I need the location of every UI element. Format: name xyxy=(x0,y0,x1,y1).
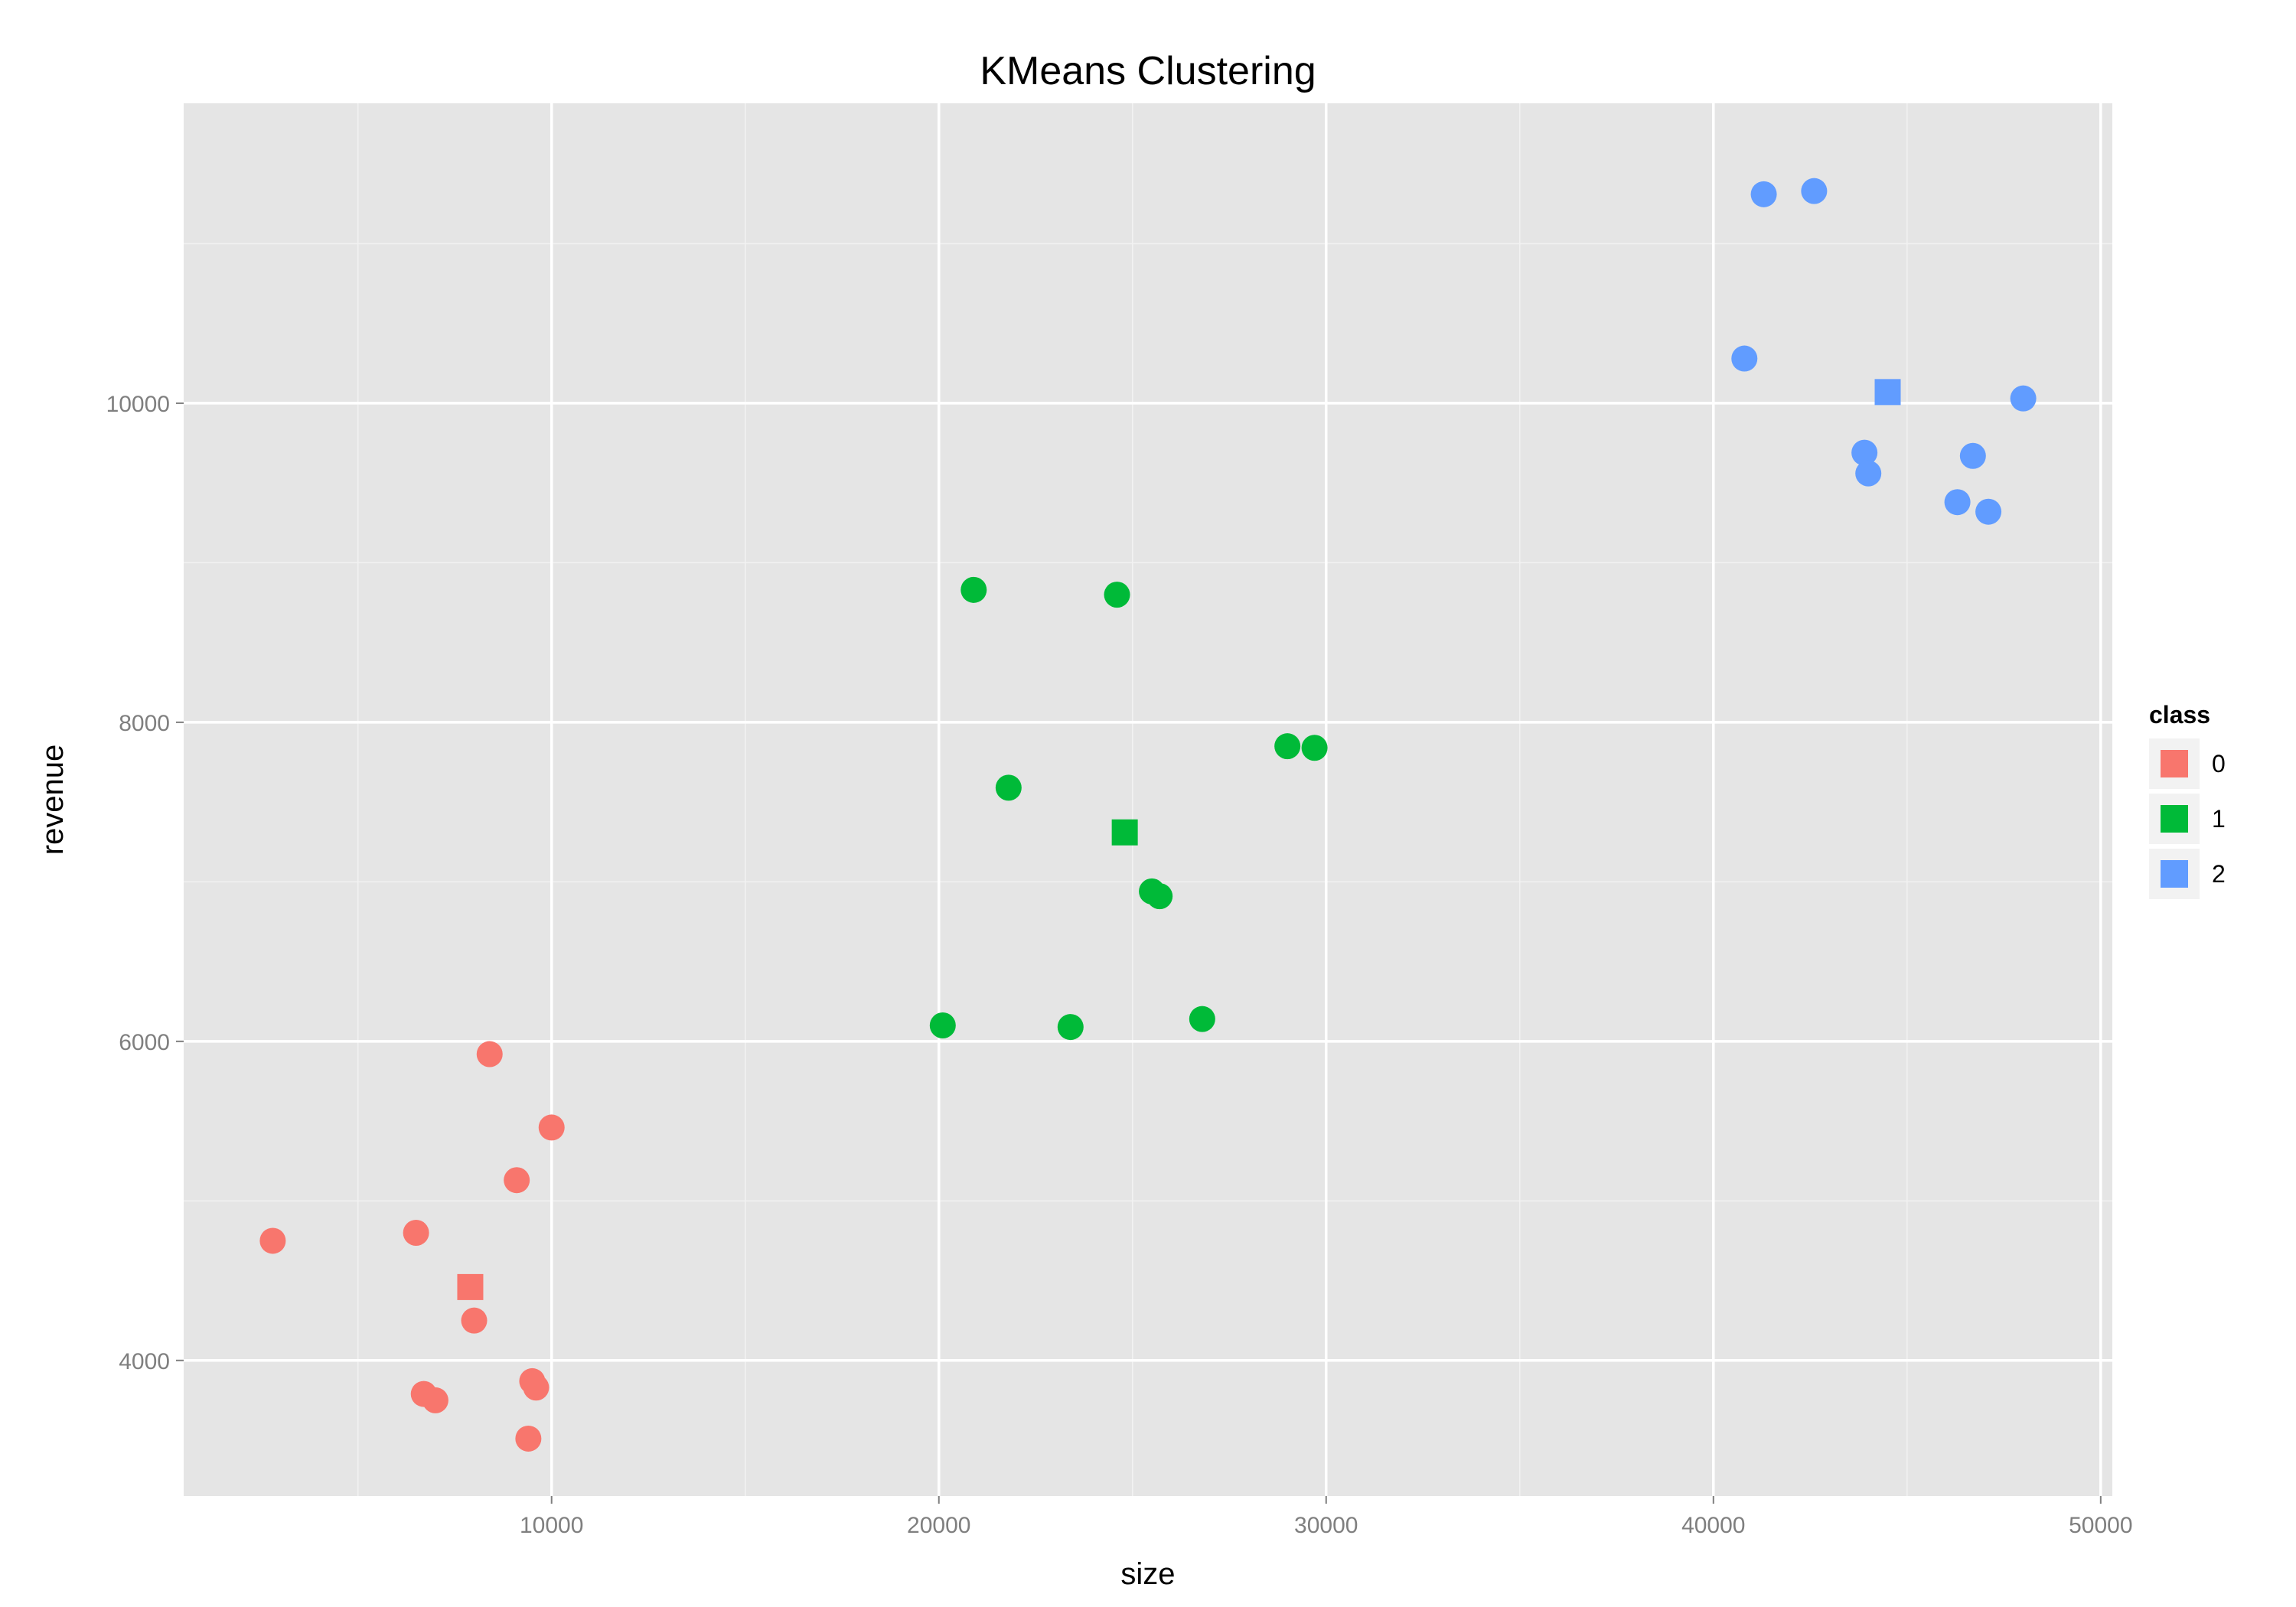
x-tick-label: 30000 xyxy=(1294,1513,1358,1538)
legend-key-swatch-2 xyxy=(2161,860,2188,888)
data-point-class-2 xyxy=(1731,345,1758,372)
data-point-class-1 xyxy=(995,774,1022,801)
centroid-class-2 xyxy=(1874,379,1901,406)
legend-label-0: 0 xyxy=(2212,750,2226,777)
y-tick-labels: 4000 6000 8000 10000 xyxy=(106,392,170,1374)
data-point-class-0 xyxy=(259,1227,286,1254)
data-point-class-0 xyxy=(461,1307,488,1334)
y-tick-label: 8000 xyxy=(119,711,170,736)
data-point-class-1 xyxy=(929,1012,956,1038)
y-tick-label: 6000 xyxy=(119,1030,170,1055)
data-points xyxy=(259,178,2037,1452)
x-tick-label: 50000 xyxy=(2069,1513,2132,1538)
legend-label-1: 1 xyxy=(2212,805,2226,833)
centroid-markers xyxy=(457,379,1901,1300)
data-point-class-0 xyxy=(422,1387,448,1413)
data-point-class-1 xyxy=(1146,883,1173,910)
data-point-class-2 xyxy=(1959,442,1986,469)
x-tick-labels: 10000 20000 30000 40000 50000 xyxy=(520,1513,2133,1538)
data-point-class-1 xyxy=(1057,1014,1084,1041)
x-tick-marks xyxy=(550,1496,2102,1504)
x-tick-label: 40000 xyxy=(1681,1513,1745,1538)
y-tick-marks xyxy=(176,402,184,1361)
plot-panel xyxy=(184,103,2112,1496)
grid-major xyxy=(184,103,2112,1496)
y-axis-title: revenue xyxy=(36,745,70,856)
legend-label-2: 2 xyxy=(2212,860,2226,888)
centroid-class-1 xyxy=(1111,819,1138,846)
legend-key-swatch-0 xyxy=(2161,750,2188,777)
data-point-class-2 xyxy=(1851,439,1878,466)
legend-entries: 0 1 2 xyxy=(2149,738,2226,899)
data-point-class-1 xyxy=(1189,1006,1215,1032)
data-point-class-1 xyxy=(1274,733,1301,760)
data-point-class-0 xyxy=(504,1167,530,1194)
data-point-class-0 xyxy=(538,1114,565,1141)
centroid-class-0 xyxy=(457,1273,484,1300)
data-point-class-2 xyxy=(1975,498,2002,525)
data-point-class-0 xyxy=(403,1220,429,1247)
data-point-class-2 xyxy=(1944,489,1971,516)
x-tick-label: 20000 xyxy=(907,1513,970,1538)
data-point-class-0 xyxy=(523,1374,550,1401)
y-tick-label: 10000 xyxy=(106,392,170,417)
legend-title: class xyxy=(2149,701,2210,729)
data-point-class-2 xyxy=(1855,460,1882,487)
data-point-class-2 xyxy=(1750,181,1777,207)
data-point-class-1 xyxy=(1301,735,1328,761)
data-point-class-1 xyxy=(1104,582,1130,608)
data-point-class-2 xyxy=(2010,385,2037,412)
x-tick-label: 10000 xyxy=(520,1513,583,1538)
x-axis-title: size xyxy=(1120,1557,1175,1591)
legend-key-swatch-1 xyxy=(2161,805,2188,833)
chart-title: KMeans Clustering xyxy=(980,49,1316,93)
data-point-class-1 xyxy=(960,576,987,603)
data-point-class-2 xyxy=(1801,178,1828,204)
y-tick-label: 4000 xyxy=(119,1349,170,1374)
data-point-class-0 xyxy=(476,1041,503,1068)
legend: class 0 1 2 xyxy=(2149,701,2226,899)
data-point-class-0 xyxy=(515,1425,542,1452)
